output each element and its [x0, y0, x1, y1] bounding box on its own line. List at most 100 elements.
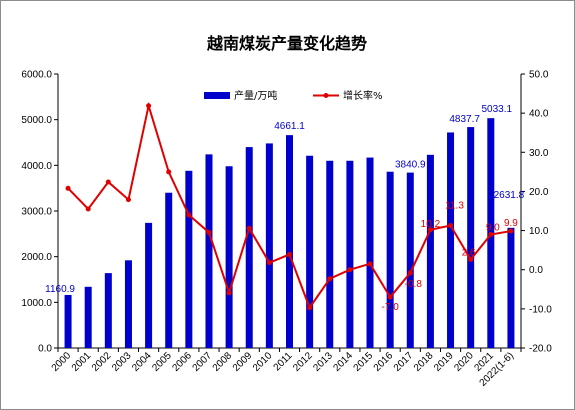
legend-bar-label: 产量/万吨 [234, 89, 277, 102]
plot-area: 0.0 1000.0 2000.0 3000.0 4000.0 5000.0 6000.0 -… [21, 70, 552, 389]
y-left-tick-label: 5000.0 [21, 115, 52, 126]
growth-rate-point [468, 257, 474, 263]
bar [84, 286, 92, 348]
line-data-label: -7.0 [382, 302, 400, 313]
bar [286, 135, 293, 348]
growth-rate-point [105, 179, 111, 185]
bar [124, 260, 132, 348]
growth-rate-point [347, 267, 353, 273]
legend-line-label: 增长率% [343, 89, 383, 102]
bar [447, 132, 455, 348]
y-right-tick-label: 20.0 [529, 187, 549, 198]
y-right-tick-label: 0.0 [529, 265, 543, 276]
growth-rate-point [427, 227, 433, 233]
bar [366, 157, 374, 348]
y-right-tick-label: 30.0 [529, 148, 549, 159]
bar-data-label: 1160.9 [45, 284, 75, 295]
bar-data-label: 4661.1 [274, 121, 305, 132]
bar-data-label: 5033.1 [482, 104, 513, 115]
y-right-tick-label: -20.0 [529, 344, 552, 355]
bar [265, 143, 273, 348]
growth-rate-point [307, 305, 313, 311]
x-tick-label: 2005 [150, 350, 174, 374]
bar [426, 154, 434, 348]
chart-title: 越南煤炭产量变化趋势 [206, 34, 367, 53]
line-data-label: 9.9 [504, 218, 518, 229]
x-tick-label: 2012 [291, 350, 315, 374]
bar [205, 154, 213, 348]
x-tick-label: 2006 [170, 350, 194, 374]
x-tick-label: 2008 [211, 350, 235, 374]
growth-rate-point [327, 276, 333, 282]
growth-rate-point [488, 231, 494, 237]
x-tick-label: 2011 [272, 350, 295, 373]
legend-bar-swatch [204, 92, 230, 99]
y-left-tick-label: 1000.0 [21, 298, 52, 309]
x-tick-label: 2016 [372, 350, 396, 374]
x-tick-label: 2018 [412, 350, 436, 374]
y-right-tick-label: 40.0 [529, 109, 549, 120]
x-tick-label: 2019 [432, 350, 456, 374]
growth-rate-point [166, 169, 172, 175]
bar [145, 222, 153, 348]
growth-rate-point [508, 228, 514, 234]
x-tick-label: 2003 [110, 350, 134, 374]
bar [386, 171, 394, 348]
growth-rate-point [448, 222, 454, 228]
legend: 产量/万吨 增长率% [204, 89, 383, 102]
bar [104, 273, 112, 348]
bar [507, 227, 515, 348]
growth-rate-point [246, 225, 252, 231]
x-tick-label: 2000 [50, 350, 74, 374]
y-right-tick-label: -10.0 [529, 304, 552, 315]
growth-rate-point [85, 206, 91, 212]
bar [326, 160, 334, 348]
bar [64, 294, 72, 348]
y-left-tick-label: 2000.0 [21, 252, 52, 263]
x-tick-label: 2002 [90, 350, 114, 374]
x-tick-label: 2017 [392, 350, 416, 374]
growth-rate-point [266, 260, 272, 266]
bar [306, 155, 314, 348]
x-tick-label: 2001 [70, 350, 94, 374]
x-tick-label: 2014 [332, 350, 356, 374]
growth-rate-point [407, 270, 413, 276]
bar [406, 172, 414, 348]
x-tick-label: 2015 [352, 350, 376, 374]
bar-data-label: 3840.9 [395, 160, 426, 171]
y-left-tick-label: 6000.0 [21, 70, 52, 81]
growth-rate-point [287, 251, 292, 257]
bar [185, 170, 193, 348]
growth-rate-point [146, 103, 152, 109]
growth-rate-point [65, 185, 71, 191]
bar [165, 192, 173, 348]
x-tick-label: 2010 [251, 350, 275, 374]
legend-line-marker [323, 93, 329, 98]
bar [467, 127, 475, 348]
growth-rate-point [125, 197, 131, 203]
line-data-label: 2.6 [462, 248, 476, 259]
y-right-tick-label: 10.0 [529, 226, 549, 237]
x-tick-label: 2007 [191, 350, 215, 374]
x-tick-label: 2013 [311, 350, 335, 374]
y-left-tick-label: 4000.0 [21, 161, 52, 172]
bar [225, 166, 233, 348]
x-tick-label: 2020 [452, 350, 476, 374]
growth-rate-point [186, 212, 192, 218]
line-data-label: 11.3 [445, 200, 464, 211]
y-left-tick-label: 0.0 [38, 344, 52, 355]
bar [245, 147, 253, 348]
growth-rate-point [367, 261, 373, 267]
growth-rate-point [226, 290, 232, 296]
bar [346, 160, 354, 348]
x-tick-label: 2009 [231, 350, 255, 374]
growth-rate-point [387, 294, 393, 300]
y-left-tick-label: 3000.0 [21, 207, 52, 218]
line-data-label: -0.8 [405, 279, 423, 290]
y-right-tick-label: 50.0 [529, 70, 549, 81]
growth-rate-point [206, 230, 212, 236]
line-data-label: 9.0 [486, 222, 500, 233]
bar-data-label: 2631.8 [494, 190, 525, 201]
